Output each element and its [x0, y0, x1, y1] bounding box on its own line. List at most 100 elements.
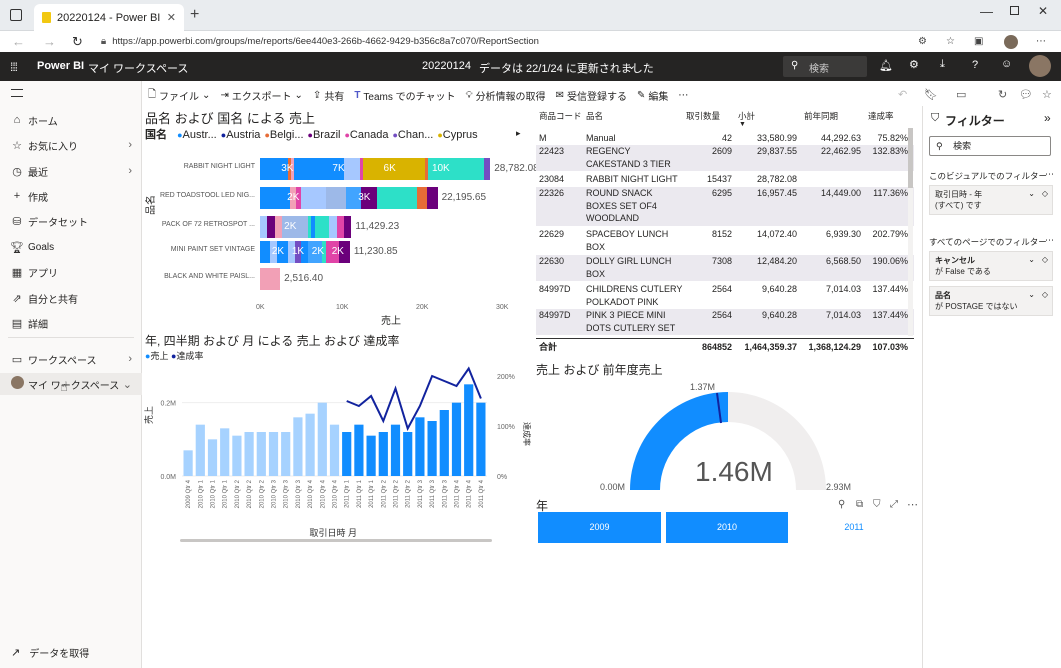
bar-segment[interactable] [260, 158, 288, 180]
achievement-line[interactable] [346, 366, 482, 432]
bar-segment[interactable] [290, 187, 296, 209]
bar-segment[interactable] [270, 241, 278, 263]
bar-segment[interactable] [260, 241, 271, 263]
eraser-icon[interactable]: ◇ [1041, 255, 1048, 264]
browser-tab[interactable]: 20220124 - Power BI ✕ [34, 4, 184, 31]
visual-more-icon[interactable]: ⋯ [907, 499, 918, 511]
bar-segment[interactable] [427, 187, 438, 209]
sales-bar[interactable] [305, 413, 315, 476]
bar-segment[interactable] [267, 216, 275, 238]
sales-bar[interactable] [268, 432, 279, 476]
sales-bar[interactable] [183, 450, 193, 476]
table-row[interactable]: 23084 RABBIT NIGHT LIGHT 15437 28,782.08 [536, 173, 914, 187]
sales-bar[interactable] [232, 435, 242, 476]
bar-segment[interactable] [362, 158, 425, 180]
bar-segment[interactable] [277, 241, 288, 263]
table-row[interactable]: 22629 SPACEBOY LUNCH BOX 8152 14,072.40 6,939… [536, 228, 914, 255]
settings-icon[interactable]: ⚙ [909, 59, 919, 71]
insights-button[interactable]: 💡︎ 分析情報の取得 [466, 88, 546, 103]
bar-segment[interactable] [260, 216, 268, 238]
bar-segment[interactable] [291, 158, 295, 180]
filter-search[interactable]: ⚲ 検索 [929, 136, 1051, 156]
bookmark-icon[interactable]: 🔖︎ [924, 89, 938, 101]
file-menu[interactable]: 🗋︎ ファイル ⌄ [148, 87, 210, 104]
subscribe-button[interactable]: ✉ 受信登録する [556, 88, 627, 103]
bar-segment[interactable] [288, 158, 292, 180]
bar-segment[interactable] [424, 158, 429, 180]
slicer-item[interactable]: 2010 [666, 512, 788, 543]
col-header[interactable]: 商品コード [539, 111, 582, 121]
bar-segment[interactable] [325, 241, 340, 263]
sales-bar[interactable] [451, 402, 462, 476]
eraser-icon[interactable]: ◇ [1041, 189, 1048, 198]
minimize-icon[interactable]: — [980, 4, 993, 19]
sales-bar[interactable] [195, 424, 205, 476]
collapse-icon[interactable]: » [1044, 111, 1051, 125]
bar-segment[interactable] [314, 216, 330, 238]
more-options-icon[interactable]: ⋯ [678, 89, 689, 101]
nav-my-workspace[interactable]: マイ ワークスペース ⌄ [0, 373, 142, 395]
bar-segment[interactable] [301, 241, 309, 263]
get-data-button[interactable]: ↗ データを取得 [0, 640, 142, 664]
feedback-icon[interactable]: ☺ [1001, 58, 1013, 70]
nav-goals[interactable]: 🏆︎ Goals [0, 236, 142, 258]
table-row[interactable]: M Manual 42 33,580.99 44,292.63 75.82% [536, 132, 914, 146]
nav-recent[interactable]: ◷ 最近 › [0, 160, 142, 182]
bar-segment[interactable] [325, 187, 347, 209]
combo-scrollbar[interactable] [180, 539, 492, 542]
close-window-icon[interactable]: ✕ [1038, 4, 1049, 18]
sales-bar[interactable] [390, 424, 401, 476]
bar-segment[interactable] [361, 187, 377, 209]
app-launcher-icon[interactable]: ⁞⁞⁞ [10, 60, 18, 74]
col-header[interactable]: 前年同期 [804, 111, 839, 121]
close-tab-icon[interactable]: ✕ [166, 12, 176, 24]
nav-favorites[interactable]: ☆ お気に入り › [0, 134, 142, 156]
legend-item[interactable]: Belgi... [269, 129, 304, 141]
bar-segment[interactable] [346, 187, 362, 209]
bar-segment[interactable] [307, 216, 312, 238]
bar-segment[interactable] [300, 187, 326, 209]
url-field[interactable]: https://app.powerbi.com/groups/me/report… [112, 36, 539, 47]
bar-segment[interactable] [308, 241, 323, 263]
refresh-icon[interactable]: ↻ [72, 33, 83, 49]
slicer-item[interactable]: 2011 [793, 512, 915, 543]
app-name[interactable]: Power BI [37, 60, 85, 72]
nav-home[interactable]: ⌂ ホーム [0, 109, 142, 131]
table-row[interactable]: 84997D PINK 3 PIECE MINI DOTS CUTLERY SET 2… [536, 309, 914, 336]
bar-segment[interactable] [287, 241, 295, 263]
hamburger-icon[interactable] [11, 89, 23, 97]
bar-segment[interactable] [428, 158, 485, 180]
refresh-visual-icon[interactable]: ↻ [998, 89, 1008, 101]
bar-segment[interactable] [311, 216, 315, 238]
workspace-name[interactable]: マイ ワークスペース [88, 63, 189, 75]
sales-bar[interactable] [403, 432, 413, 476]
sales-bar[interactable] [317, 402, 327, 476]
bar-segment[interactable] [281, 216, 308, 238]
copy-icon[interactable]: ⧉ [856, 499, 864, 510]
sales-bar[interactable] [378, 432, 388, 476]
bar-segment[interactable] [260, 187, 291, 209]
sales-bar[interactable] [476, 402, 486, 476]
table-row[interactable]: 22326 ROUND SNACK BOXES SET OF4 WOODLAND 629… [536, 187, 914, 226]
bar-segment[interactable] [359, 158, 363, 180]
sales-bar[interactable] [366, 435, 376, 476]
reset-icon[interactable]: ↶ [898, 89, 908, 101]
section-more-icon[interactable]: ⋯ [1045, 169, 1054, 179]
view-icon[interactable]: ▭ [956, 89, 967, 101]
sales-bar[interactable] [329, 424, 340, 476]
filter-card-product[interactable]: 品名 が POSTAGE ではない ⌄ ◇ [929, 286, 1053, 316]
col-header[interactable]: 小計 [738, 111, 756, 121]
nav-shared[interactable]: ⇗ 自分と共有 [0, 287, 142, 309]
legend-item[interactable]: Austria [226, 129, 261, 141]
section-more-icon[interactable]: ⋯ [1045, 235, 1054, 245]
sales-bar[interactable] [464, 384, 474, 476]
legend-next-icon[interactable]: ▸ [516, 128, 521, 138]
legend-item[interactable]: Austr... [182, 129, 217, 141]
notification-icon[interactable]: 🔔︎ [879, 60, 893, 72]
table-row[interactable]: 22423 REGENCY CAKESTAND 3 TIER 2609 29,837.5… [536, 145, 914, 172]
nav-datasets[interactable]: ⛁ データセット [0, 210, 142, 232]
sales-bar[interactable] [207, 439, 218, 476]
bar-segment[interactable] [329, 216, 337, 238]
back-icon[interactable]: ← [12, 34, 25, 49]
sales-bar[interactable] [256, 432, 266, 476]
